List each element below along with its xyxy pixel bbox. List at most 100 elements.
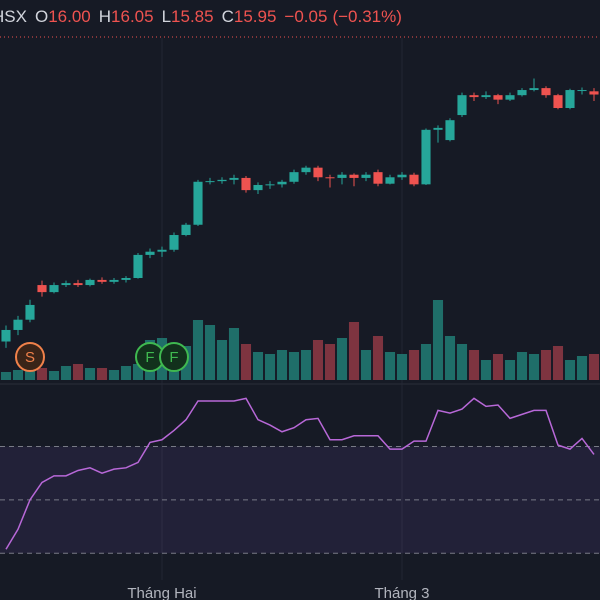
volume-bar [96, 368, 108, 380]
volume-bar [480, 360, 492, 380]
candle-body [217, 179, 227, 182]
candle-body [385, 177, 395, 184]
field-key: C [222, 7, 234, 26]
candle-body [505, 95, 515, 100]
candle-body [109, 279, 119, 282]
candle-body [529, 88, 539, 91]
candle-body [433, 127, 443, 130]
volume-bar [420, 344, 432, 380]
volume-bar [528, 354, 540, 380]
volume-bar [564, 360, 576, 380]
volume-bar [312, 340, 324, 380]
volume-bar [60, 366, 72, 380]
event-marker-label: F [169, 349, 178, 366]
rsi-line [5, 397, 595, 550]
candle-body [409, 174, 419, 185]
field-value: 16.05 [111, 7, 154, 26]
candle-body [97, 279, 107, 282]
event-marker-label: S [25, 349, 35, 366]
candle-body [61, 283, 71, 286]
candle-body [493, 95, 503, 100]
candle-body [49, 285, 59, 293]
volume-bar [300, 350, 312, 380]
candle-body [469, 95, 479, 98]
volume-bar [324, 344, 336, 380]
candle-body [205, 181, 215, 183]
volume-bar [516, 352, 528, 380]
symbol: HSX [0, 7, 27, 26]
candle-body [349, 174, 359, 178]
volume-bar [588, 354, 600, 380]
candle-body [541, 88, 551, 96]
volume-bar [552, 346, 564, 380]
volume-bar [216, 340, 228, 380]
field-key: O [35, 7, 48, 26]
candle-body [181, 224, 191, 236]
volume-bar [288, 352, 300, 380]
volume-bar [540, 350, 552, 380]
volume-bar [408, 350, 420, 380]
volume-bar [108, 370, 120, 380]
field-value: 15.85 [171, 7, 214, 26]
field-value: 15.95 [234, 7, 277, 26]
volume-bar [36, 368, 48, 380]
candle-body [121, 278, 131, 280]
event-marker-label: F [145, 349, 154, 366]
candle-body [577, 90, 587, 92]
volume-bar [360, 350, 372, 380]
volume-bar [192, 320, 204, 380]
volume-bar [348, 322, 360, 380]
volume-bar [492, 354, 504, 380]
candle-body [325, 177, 335, 179]
candle-body [241, 177, 251, 191]
volume-bar [12, 370, 24, 380]
field-value: 16.00 [48, 7, 91, 26]
volume-bar [48, 371, 60, 380]
candle-body [157, 249, 167, 252]
candle-body [169, 235, 179, 250]
volume-bar [384, 352, 396, 380]
volume-bar [276, 350, 288, 380]
volume-bar [336, 338, 348, 380]
volume-bar [120, 366, 132, 380]
candle-body [517, 90, 527, 96]
candle-body [13, 319, 23, 330]
candle-body [457, 95, 467, 116]
volume-bar [504, 360, 516, 380]
candle-body [85, 279, 95, 286]
volume-bar [240, 344, 252, 380]
volume-bar [204, 325, 216, 380]
change: −0.05 [284, 7, 327, 26]
volume-bar [84, 368, 96, 380]
candle-body [229, 177, 239, 180]
candle-body [265, 184, 275, 186]
candle-body [481, 95, 491, 98]
legend-header: HSX O16.00 H16.05 L15.85 C15.95 −0.05 (−0.31%) [0, 7, 402, 26]
volume-bar [396, 354, 408, 380]
candle-body [397, 174, 407, 178]
volume-bar [0, 372, 12, 380]
field-key: H [99, 7, 111, 26]
candle-body [1, 329, 11, 342]
candle-body [373, 172, 383, 184]
candle-body [253, 184, 263, 191]
volume-bar [444, 336, 456, 380]
candle-body [589, 91, 599, 95]
candle-body [301, 167, 311, 173]
volume-bar [432, 300, 444, 380]
volume-bar [24, 366, 36, 380]
field-key: L [162, 7, 171, 26]
candle-body [289, 172, 299, 182]
candle-body [277, 181, 287, 185]
candle-body [565, 90, 575, 108]
x-tick-label: Tháng 3 [374, 585, 429, 600]
volume-bar [456, 344, 468, 380]
candle-body [421, 129, 431, 185]
candle-body [193, 181, 203, 225]
volume-bar [72, 364, 84, 380]
candle-body [361, 174, 371, 178]
volume-bar [372, 336, 384, 380]
x-tick-label: Tháng Hai [127, 585, 196, 600]
